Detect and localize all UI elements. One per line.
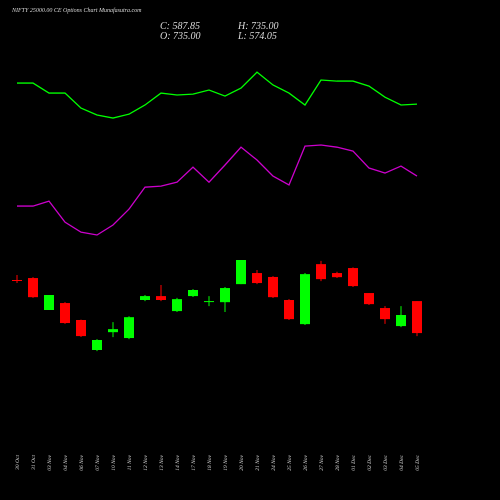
candle-body — [156, 296, 166, 300]
candle-body — [284, 300, 294, 320]
x-tick-label: 13 Nov — [159, 454, 165, 470]
candle-body — [76, 320, 86, 337]
x-tick-label: 25 Nov — [287, 454, 293, 470]
candle-body — [124, 317, 134, 339]
candle-body — [268, 276, 278, 298]
x-tick-label: 07 Nov — [95, 454, 101, 470]
x-tick-label: 06 Nov — [79, 454, 85, 470]
open-label: O: 735.00 — [160, 31, 201, 42]
x-tick-label: 04 Dec — [398, 454, 405, 470]
x-tick-label: 18 Nov — [207, 454, 213, 470]
x-tick-label: 14 Nov — [174, 454, 181, 470]
x-tick-label: 02 Dec — [367, 454, 373, 470]
x-tick-label: 28 Nov — [335, 454, 341, 470]
x-tick-label: 10 Nov — [111, 454, 117, 470]
x-tick-label: 17 Nov — [191, 454, 197, 470]
x-tick-label: 20 Nov — [239, 454, 245, 470]
x-tick-label: 31 Oct — [31, 455, 37, 471]
candle-body — [108, 329, 118, 333]
candle-body — [44, 295, 54, 310]
x-tick-label: 30 Oct — [15, 455, 21, 471]
x-tick-label: 11 Nov — [127, 454, 133, 470]
candle-body — [220, 288, 230, 303]
candle-body — [28, 278, 38, 298]
x-tick-label: 05 Dec — [415, 454, 421, 470]
low-label: L: 574.05 — [237, 31, 277, 42]
candle-body — [316, 264, 326, 280]
candle-body — [140, 296, 150, 300]
x-tick-label: 19 Nov — [223, 454, 229, 470]
candle-body — [12, 280, 22, 281]
candle-body — [172, 299, 182, 312]
indicator-line — [17, 71, 418, 119]
candle-body — [236, 260, 246, 285]
x-tick-label: 12 Nov — [143, 454, 149, 470]
x-tick-label: 26 Nov — [303, 454, 309, 470]
x-tick-label: 03 Nov — [47, 454, 53, 470]
candle-body — [364, 293, 374, 305]
x-tick-label: 01 Dec — [351, 454, 357, 470]
candle-body — [348, 268, 358, 287]
x-tick-label: 27 Nov — [319, 454, 325, 470]
candle-body — [300, 274, 310, 325]
candle-body — [396, 315, 406, 327]
candle-body — [60, 303, 70, 324]
candle-body — [332, 273, 342, 278]
close-label: C: 587.85 — [160, 21, 200, 32]
candle-body — [380, 308, 390, 320]
x-tick-label: 04 Nov — [62, 454, 69, 470]
x-tick-label: 24 Nov — [270, 454, 277, 470]
x-tick-label: 03 Dec — [383, 454, 389, 470]
high-label: H: 735.00 — [237, 21, 279, 32]
x-tick-label: 21 Nov — [255, 454, 261, 470]
candle-body — [92, 340, 102, 350]
candle-body — [252, 273, 262, 284]
indicator-line — [17, 144, 418, 236]
chart-title: NIFTY 25000.00 CE Options Chart Munafasu… — [11, 7, 142, 14]
candle-body — [188, 290, 198, 297]
candle-body — [412, 301, 422, 334]
candle-body — [204, 301, 214, 303]
